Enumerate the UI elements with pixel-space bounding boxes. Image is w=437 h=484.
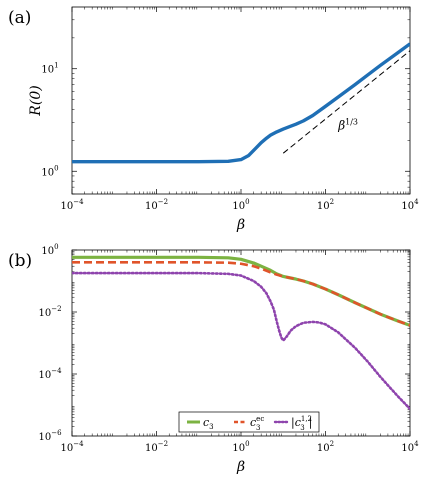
annotation-label: β1/3 [337,118,358,133]
minor-ticks [72,7,410,195]
series-line-1 [72,255,410,327]
axes-frame [71,249,411,437]
x-tick-label: 102 [317,440,334,454]
y-axis-label: R(0) [28,85,44,116]
y-tick-label: 10−2 [38,305,61,319]
minor-ticks [72,250,410,436]
y-tick-label: 10−4 [38,367,62,381]
panel-a: (a) 10−4 10−2 100 102 104 100 101 β R(0) β1/3 [8,6,419,233]
x-tick-label: 10−4 [60,198,84,212]
legend-label: cec 3 [250,415,264,432]
x-axis-label: β [236,459,245,475]
x-tick-label: 10−2 [145,198,168,212]
series-line-1 [72,42,410,164]
y-tick-label: 100 [41,164,58,178]
x-tick-label: 104 [401,198,419,212]
x-tick-label: 100 [232,440,249,454]
x-tick-label: 102 [317,198,334,212]
legend-label: |c1,2 3 | [291,415,312,432]
y-tick-label: 100 [41,243,58,257]
y-tick-label: 10−6 [38,429,62,443]
legend-box [178,411,320,433]
x-tick-label: 100 [232,198,249,212]
y-tick-label: 101 [41,62,58,76]
x-tick-label: 10−4 [60,440,84,454]
x-tick-label: 10−2 [145,440,168,454]
legend-label: c3 [203,416,214,431]
series-line-2 [72,261,410,327]
series-line-2 [282,50,410,154]
legend: c3 cec 3 |c1,2 3 | [178,411,320,433]
series-line-3 [72,271,410,411]
x-tick-label: 104 [401,440,419,454]
panel-label: (a) [8,8,31,28]
x-axis-label: β [236,217,245,233]
axes-frame [71,6,411,195]
panel-label: (b) [8,251,32,271]
